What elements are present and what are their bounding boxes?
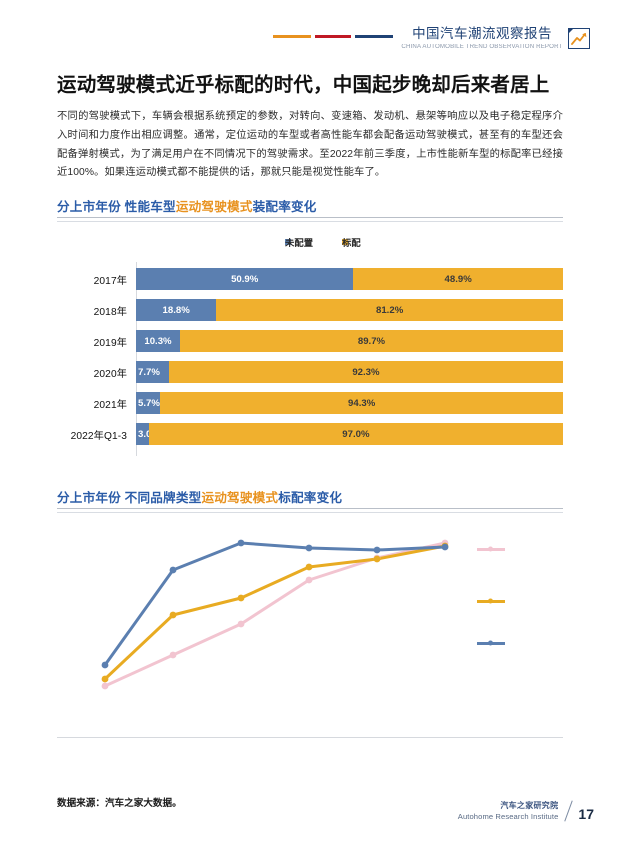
section1-heading: 分上市年份 性能车型运动驾驶模式装配率变化	[57, 196, 317, 215]
series-line-overseas-mainstream	[103, 544, 447, 681]
series-markers-china-brand	[101, 539, 449, 690]
line-chart-x-axis	[57, 737, 563, 738]
legend-line-icon-china-brand	[477, 546, 505, 552]
legend-line-icon-overseas-mainstream	[477, 598, 505, 604]
bar-segment-unequipped: 10.3%	[136, 330, 180, 352]
legend-item-unequipped: 未配置	[285, 238, 313, 248]
bar-category-label: 2017年	[93, 275, 127, 287]
org-name-en: Autohome Research Institute	[457, 812, 559, 821]
legend-item-standard: 标配	[342, 238, 361, 248]
table-row: 2021年 5.7% 94.3%	[57, 389, 563, 417]
bar-chart-axis	[136, 262, 137, 456]
bar-category-label: 2019年	[93, 337, 127, 349]
bar-segment-standard: 92.3%	[168, 361, 563, 383]
legend-swatch-icon-unequipped	[285, 239, 291, 245]
legend-item-overseas-luxury	[477, 640, 511, 646]
bar-segment-standard: 81.2%	[216, 299, 563, 321]
assembly-rate-bar-chart: 2017年 50.9% 48.9% 2018年 18.8% 81.2% 2019…	[57, 262, 563, 456]
accent-bar-red	[315, 35, 352, 38]
bar-segment-standard: 89.7%	[179, 330, 563, 352]
section2-divider	[57, 508, 563, 513]
legend-label-unequipped: 未配置	[285, 238, 314, 248]
org-name-cn: 汽车之家研究院	[500, 801, 559, 810]
section1-divider	[57, 217, 563, 222]
legend-item-overseas-mainstream	[477, 598, 511, 604]
report-title-en: CHINA AUTOMOBILE TREND OBSERVATION REPOR…	[401, 44, 563, 50]
series-line-china-brand	[103, 541, 447, 688]
legend-item-china-brand	[477, 546, 511, 552]
bar-segment-unequipped: 3.0%	[136, 423, 160, 445]
report-title-cn: 中国汽车潮流观察报告	[412, 26, 553, 41]
legend-label-standard: 标配	[342, 238, 361, 248]
bar-segment-unequipped: 5.7%	[136, 392, 161, 414]
bar-category-label: 2022年Q1-3	[70, 430, 127, 442]
page-footer: 汽车之家研究院 Autohome Research Institute 17	[458, 800, 594, 822]
series-markers-overseas-luxury	[101, 539, 449, 669]
bar-category-label: 2021年	[93, 399, 127, 411]
section2-heading-part1: 分上市年份 不同品牌类型	[57, 491, 202, 505]
trend-arrow-icon	[568, 28, 592, 51]
accent-bar-orange	[273, 35, 312, 38]
section2-heading-part2: 标配率变化	[278, 491, 343, 505]
table-row: 2017年 50.9% 48.9%	[57, 265, 563, 293]
series-line-overseas-luxury	[103, 541, 447, 667]
intro-paragraph: 不同的驾驶模式下，车辆会根据系统预定的参数，对转向、变速箱、发动机、悬架等响应以…	[57, 111, 563, 179]
bar-segment-unequipped: 50.9%	[136, 268, 354, 290]
bar-segment-unequipped: 18.8%	[136, 299, 217, 321]
legend-line-icon-overseas-luxury	[477, 640, 505, 646]
bar-segment-unequipped: 7.7%	[136, 361, 169, 383]
page-header: 中国汽车潮流观察报告 CHINA AUTOMOBILE TREND OBSERV…	[0, 26, 620, 68]
section1-heading-part1: 分上市年份 性能车型	[57, 200, 176, 214]
page-title: 运动驾驶模式近乎标配的时代，中国起步晚却后来者居上	[57, 74, 550, 96]
accent-bar-navy	[355, 35, 394, 38]
footer-slash-divider	[562, 800, 576, 822]
bar-segment-standard: 94.3%	[160, 392, 563, 414]
line-chart-plot	[101, 539, 449, 690]
table-row: 2022年Q1-3 3.0% 97.0%	[57, 420, 563, 448]
data-source-note: 数据来源：汽车之家大数据。	[57, 798, 182, 809]
section1-heading-highlight: 运动驾驶模式	[175, 200, 253, 214]
bar-segment-standard: 48.9%	[353, 268, 563, 290]
line-chart-x-labels	[57, 745, 563, 761]
header-accent-bars	[273, 35, 397, 38]
section1-heading-part2: 装配率变化	[252, 200, 317, 214]
bar-chart-legend: 未配置 标配	[285, 238, 361, 248]
bar-category-label: 2018年	[93, 306, 127, 318]
series-markers-overseas-mainstream	[101, 542, 449, 683]
table-row: 2020年 7.7% 92.3%	[57, 358, 563, 386]
table-row: 2018年 18.8% 81.2%	[57, 296, 563, 324]
legend-swatch-icon-standard	[342, 239, 348, 245]
bar-segment-standard: 97.0%	[148, 423, 563, 445]
section2-heading: 分上市年份 不同品牌类型运动驾驶模式标配率变化	[57, 487, 342, 506]
standard-rate-line-chart	[57, 528, 563, 734]
section2-heading-highlight: 运动驾驶模式	[201, 491, 279, 505]
bar-category-label: 2020年	[93, 368, 127, 380]
page-number: 17	[578, 806, 594, 822]
table-row: 2019年 10.3% 89.7%	[57, 327, 563, 355]
